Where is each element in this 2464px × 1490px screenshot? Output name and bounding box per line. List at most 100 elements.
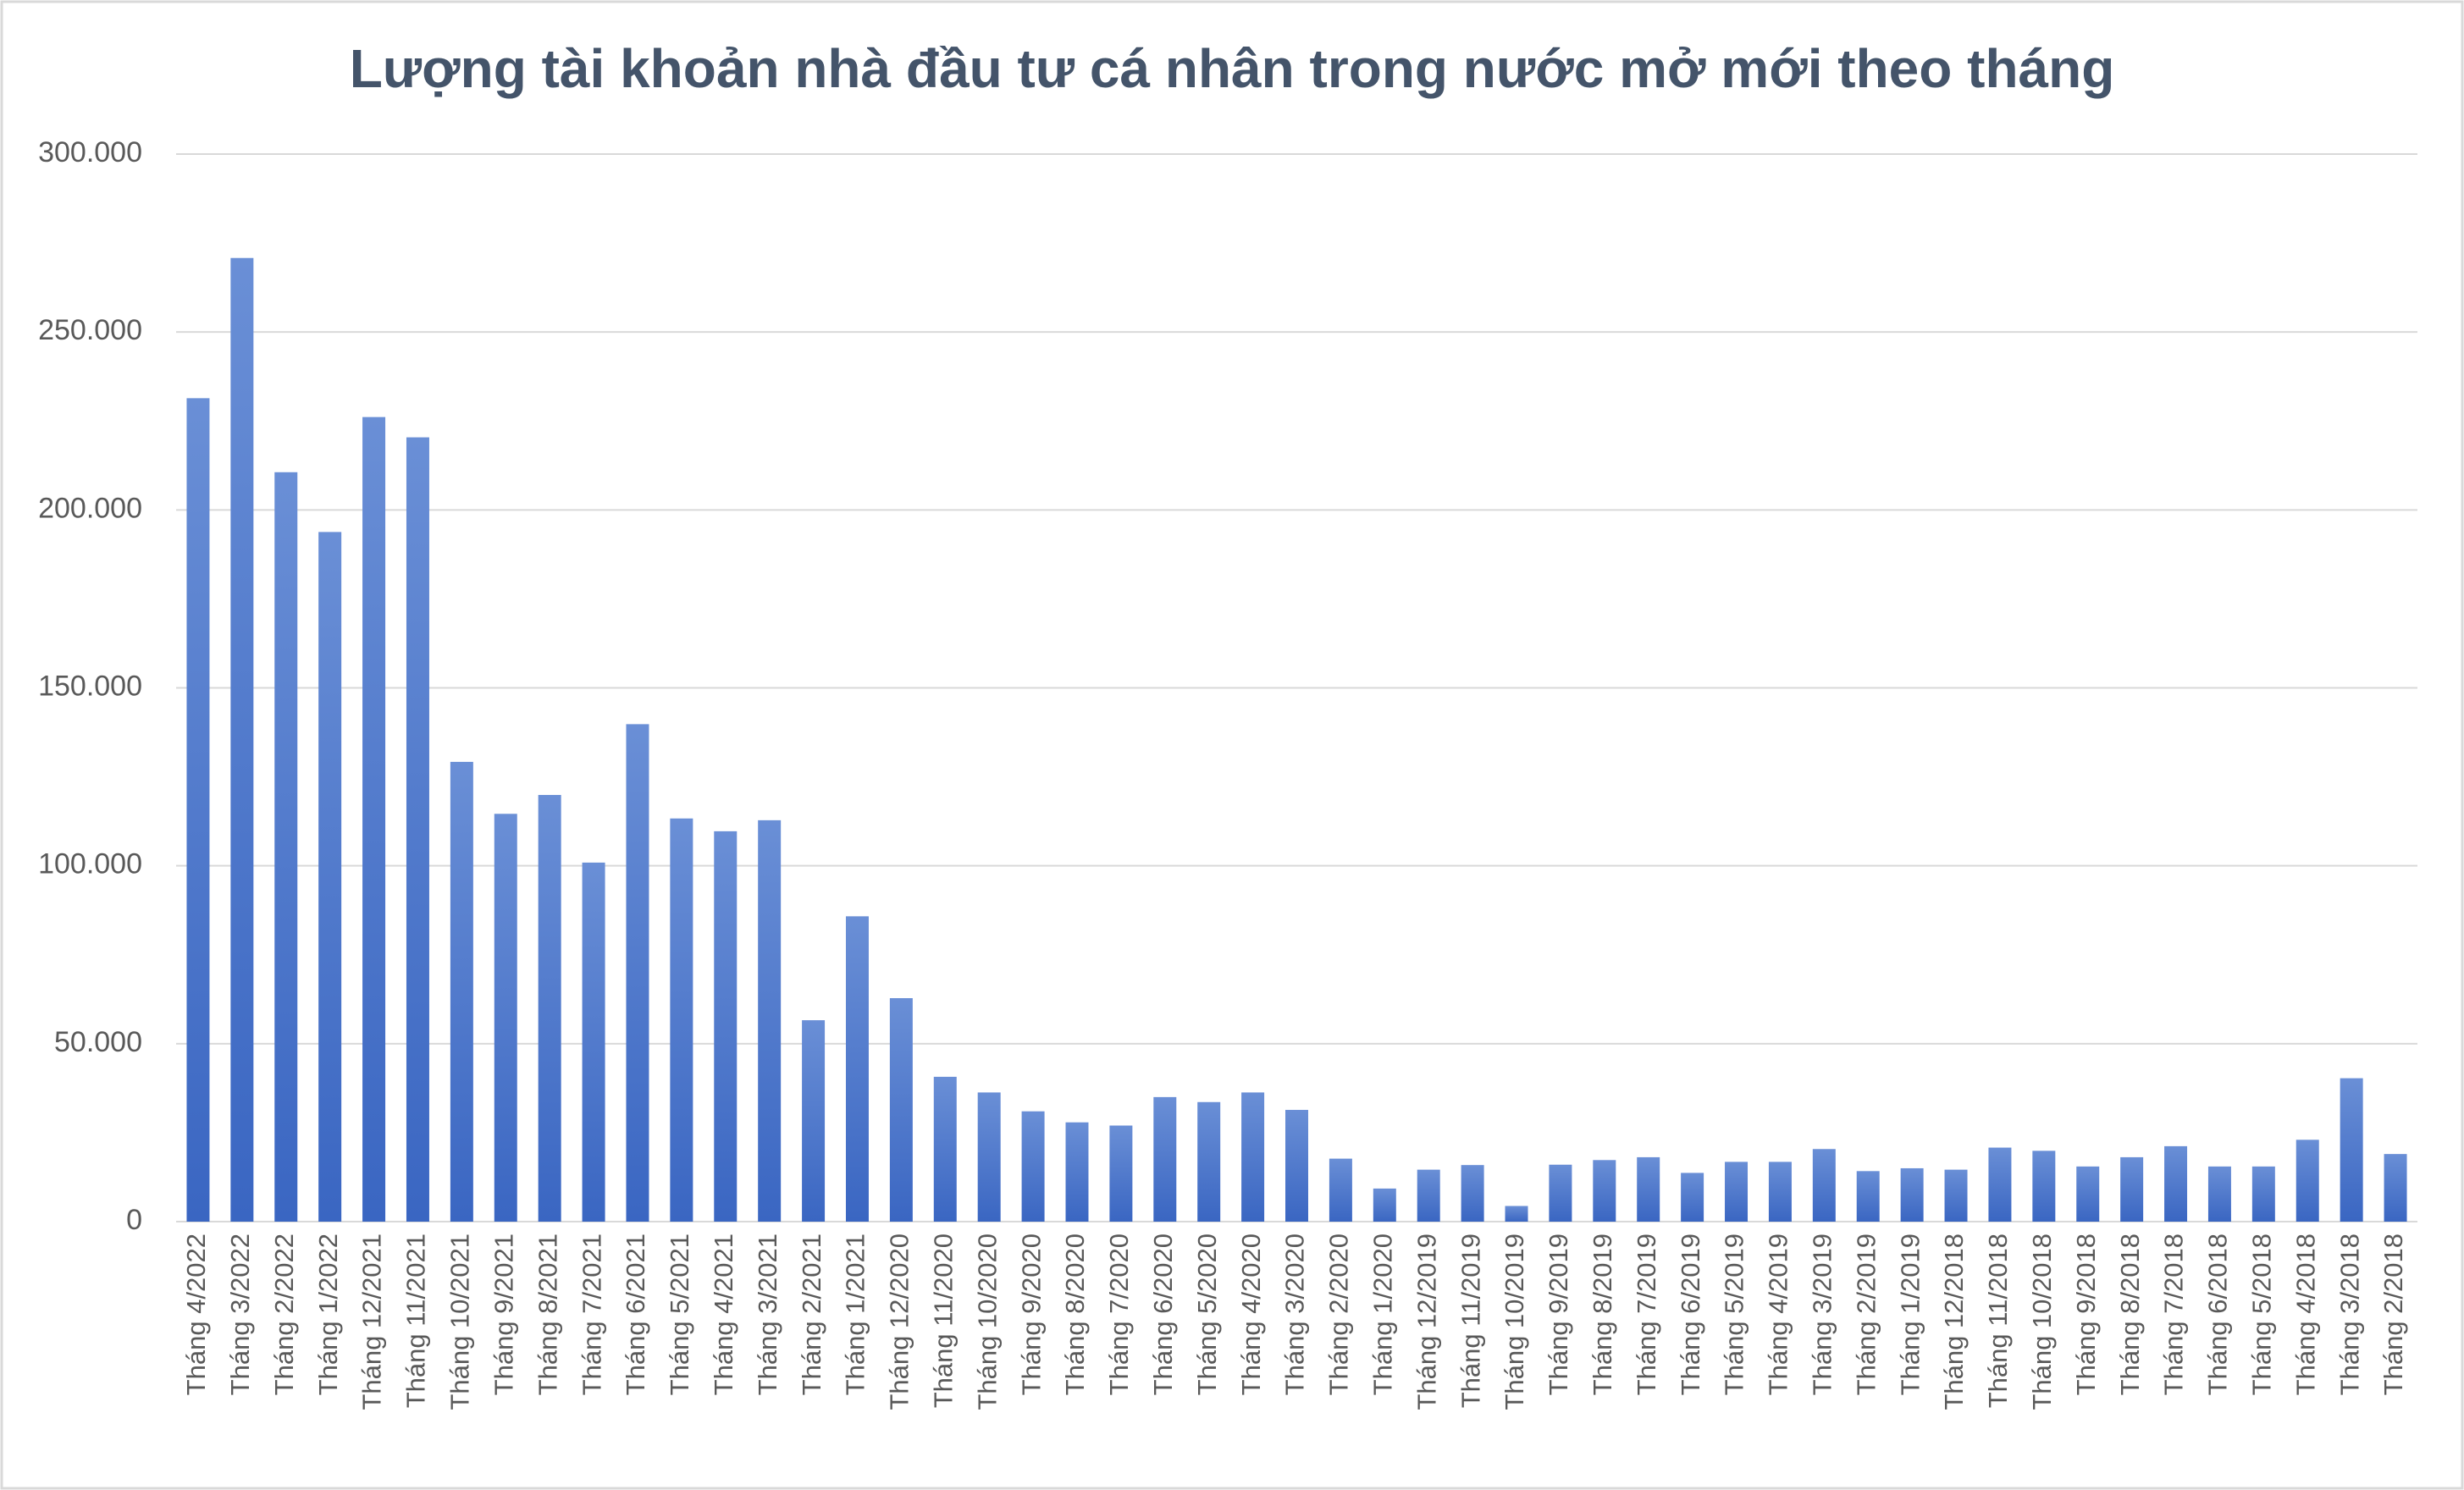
x-tick-label: Tháng 7/2018 — [2159, 1233, 2189, 1395]
x-tick-label: Tháng 6/2019 — [1676, 1233, 1705, 1395]
bar — [1856, 1171, 1880, 1222]
bar — [1461, 1165, 1484, 1222]
bar — [1681, 1173, 1704, 1222]
x-tick-label: Tháng 12/2019 — [1412, 1233, 1441, 1410]
x-tick-label: Tháng 4/2018 — [2290, 1233, 2320, 1395]
y-tick-label: 150.000 — [38, 670, 142, 702]
bar — [1812, 1149, 1836, 1222]
x-tick-label: Tháng 8/2019 — [1588, 1233, 1617, 1395]
bar — [582, 862, 605, 1222]
bar — [1988, 1147, 2012, 1222]
x-tick-label: Tháng 3/2020 — [1280, 1233, 1310, 1395]
x-tick-label: Tháng 2/2021 — [797, 1233, 826, 1395]
bar — [1593, 1160, 1616, 1222]
x-tick-label: Tháng 11/2018 — [1983, 1233, 2013, 1408]
bar — [186, 398, 210, 1222]
bar — [318, 532, 342, 1222]
x-tick-label: Tháng 10/2019 — [1500, 1233, 1529, 1410]
bar — [1900, 1167, 1924, 1222]
y-tick-label: 100.000 — [38, 848, 142, 880]
bar — [538, 795, 561, 1222]
bar — [1285, 1110, 1308, 1222]
bar — [2164, 1145, 2188, 1222]
bar — [714, 831, 738, 1222]
y-tick-label: 0 — [126, 1204, 142, 1236]
x-tick-label: Tháng 9/2019 — [1544, 1233, 1573, 1395]
bar — [1373, 1188, 1396, 1222]
bar — [1417, 1169, 1440, 1222]
bar — [2384, 1154, 2407, 1222]
x-tick-label: Tháng 4/2021 — [709, 1233, 738, 1395]
x-tick-label: Tháng 7/2019 — [1632, 1233, 1661, 1395]
bar — [1505, 1206, 1528, 1222]
chart-title: Lượng tài khoản nhà đầu tư cá nhân trong… — [350, 38, 2115, 99]
bar — [406, 437, 429, 1222]
x-tick-label: Tháng 9/2021 — [489, 1233, 518, 1395]
bar — [802, 1020, 826, 1222]
bar — [1944, 1169, 1968, 1222]
bar — [1549, 1164, 1572, 1222]
x-tick-label: Tháng 3/2021 — [753, 1233, 782, 1395]
bar — [2120, 1156, 2144, 1222]
x-tick-label: Tháng 8/2020 — [1060, 1233, 1090, 1395]
x-tick-label: Tháng 5/2020 — [1192, 1233, 1222, 1395]
x-tick-label: Tháng 6/2018 — [2203, 1233, 2233, 1395]
bar — [1197, 1101, 1221, 1222]
bar — [2076, 1166, 2100, 1222]
x-tick-label: Tháng 8/2018 — [2115, 1233, 2145, 1395]
bar — [230, 257, 254, 1222]
y-tick-label: 200.000 — [38, 492, 142, 524]
x-tick-label: Tháng 4/2019 — [1764, 1233, 1793, 1395]
y-tick-label: 50.000 — [54, 1026, 142, 1058]
x-tick-label: Tháng 12/2018 — [1939, 1233, 1969, 1410]
x-tick-label: Tháng 10/2020 — [972, 1233, 1002, 1410]
bar — [2340, 1078, 2363, 1222]
bar — [274, 472, 298, 1222]
x-tick-label: Tháng 10/2021 — [445, 1233, 475, 1410]
x-tick-label: Tháng 8/2021 — [533, 1233, 562, 1395]
bar — [758, 820, 782, 1222]
bar — [1153, 1096, 1177, 1222]
x-tick-label: Tháng 1/2021 — [841, 1233, 870, 1395]
x-tick-label: Tháng 3/2022 — [225, 1233, 255, 1395]
y-tick-label: 250.000 — [38, 314, 142, 346]
y-tick-label: 300.000 — [38, 136, 142, 168]
bar — [2251, 1166, 2275, 1222]
x-tick-label: Tháng 11/2020 — [928, 1233, 958, 1408]
bar — [2207, 1166, 2231, 1222]
bar — [933, 1076, 957, 1222]
bar — [1637, 1156, 1660, 1222]
bar — [889, 998, 913, 1222]
bar — [670, 818, 693, 1222]
bar — [2032, 1151, 2056, 1222]
x-tick-label: Tháng 2/2020 — [1324, 1233, 1354, 1395]
x-tick-label: Tháng 11/2021 — [401, 1233, 431, 1408]
bar — [2295, 1140, 2319, 1222]
x-tick-label: Tháng 12/2021 — [357, 1233, 387, 1410]
x-tick-label: Tháng 12/2020 — [885, 1233, 914, 1410]
x-tick-label: Tháng 5/2021 — [665, 1233, 694, 1395]
x-tick-label: Tháng 5/2018 — [2247, 1233, 2277, 1395]
bar — [1065, 1122, 1089, 1222]
x-tick-label: Tháng 7/2020 — [1104, 1233, 1134, 1395]
x-tick-label: Tháng 10/2018 — [2027, 1233, 2057, 1410]
x-tick-label: Tháng 6/2020 — [1148, 1233, 1178, 1395]
bar — [977, 1092, 1001, 1222]
bar — [1768, 1162, 1792, 1222]
x-tick-label: Tháng 3/2019 — [1808, 1233, 1837, 1395]
bar — [1241, 1092, 1265, 1222]
x-tick-label: Tháng 4/2020 — [1236, 1233, 1266, 1395]
x-tick-label: Tháng 1/2019 — [1895, 1233, 1925, 1395]
x-tick-label: Tháng 9/2020 — [1016, 1233, 1046, 1395]
bar — [450, 761, 473, 1222]
x-tick-label: Tháng 9/2018 — [2071, 1233, 2101, 1395]
x-tick-label: Tháng 1/2022 — [313, 1233, 343, 1395]
bar — [1725, 1162, 1749, 1222]
x-tick-label: Tháng 2/2018 — [2378, 1233, 2408, 1395]
x-tick-label: Tháng 6/2021 — [621, 1233, 650, 1395]
bar — [1021, 1111, 1045, 1222]
bar — [1329, 1158, 1352, 1222]
x-tick-label: Tháng 11/2019 — [1456, 1233, 1485, 1408]
bar — [626, 724, 649, 1222]
